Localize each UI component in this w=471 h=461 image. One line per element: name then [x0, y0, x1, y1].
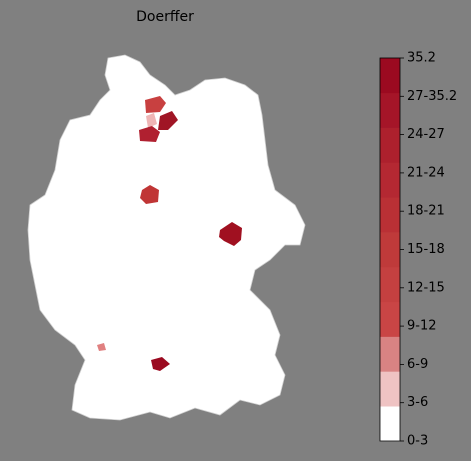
- germany-map: [27, 54, 306, 421]
- colorbar-label: 0-3: [407, 434, 428, 449]
- region: [219, 222, 242, 246]
- map-title: Doerffer: [136, 9, 194, 25]
- colorbar-label: 21-24: [407, 165, 445, 180]
- colorbar: 0-3 3-6 6-9 9-12 12-15 15-18 18-21 21-24 24-27 27…: [379, 51, 457, 449]
- colorbar-label: 18-21: [407, 204, 445, 219]
- region: [140, 185, 159, 204]
- colorbar-segment: [380, 162, 400, 198]
- colorbar-label: 15-18: [407, 242, 445, 257]
- colorbar-segment: [380, 92, 400, 128]
- colorbar-segment: [380, 197, 400, 233]
- region: [146, 113, 157, 128]
- colorbar-segment: [380, 406, 400, 442]
- colorbar-segment: [380, 127, 400, 163]
- colorbar-segment: [380, 336, 400, 372]
- region: [139, 126, 160, 142]
- region: [97, 343, 106, 351]
- colorbar-segment: [380, 301, 400, 337]
- colorbar-segment: [380, 232, 400, 268]
- region: [151, 357, 170, 371]
- colorbar-label: 35.2: [407, 51, 436, 66]
- region: [158, 111, 178, 130]
- region: [145, 96, 166, 113]
- colorbar-segment: [380, 266, 400, 303]
- colorbar-label: 3-6: [407, 395, 428, 410]
- colorbar-label: 9-12: [407, 319, 437, 334]
- colorbar-segment: [380, 371, 400, 407]
- colorbar-label: 6-9: [407, 357, 428, 372]
- colorbar-segment: [380, 58, 400, 94]
- country-outline: [27, 54, 306, 421]
- colorbar-label: 12-15: [407, 280, 445, 295]
- colorbar-label: 27-35.2: [407, 89, 457, 104]
- colorbar-label: 24-27: [407, 127, 445, 142]
